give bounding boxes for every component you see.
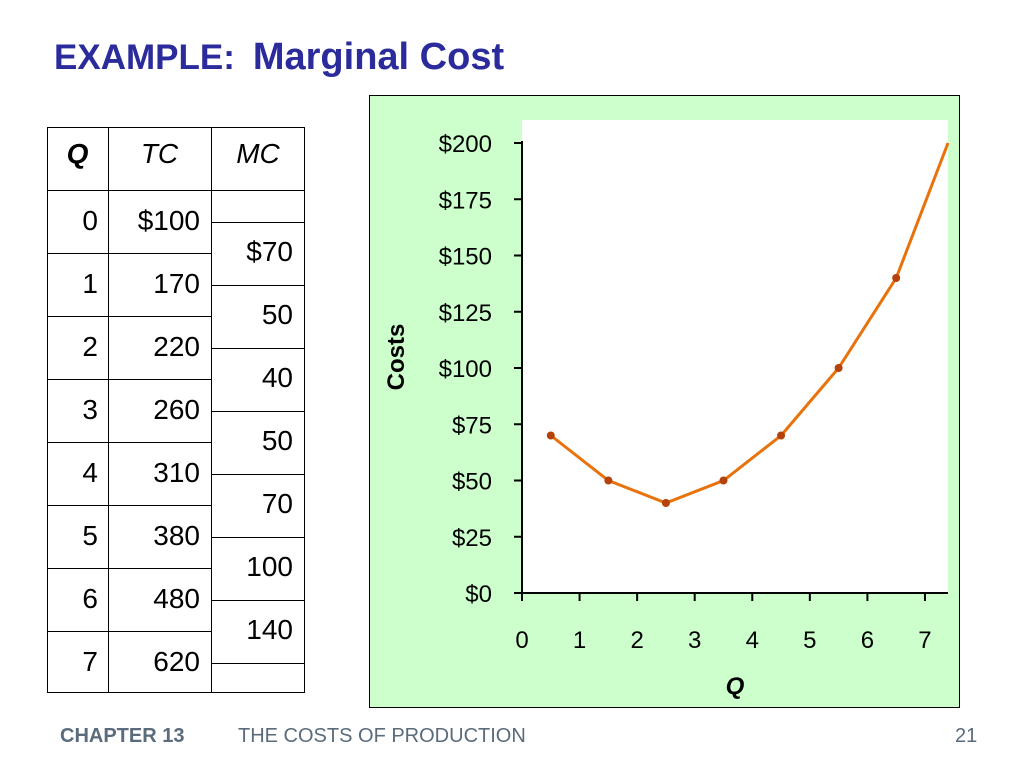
y-tick-label: $125 <box>439 300 492 327</box>
mc-cell: 50 <box>261 299 293 330</box>
q-cell: 4 <box>82 457 98 488</box>
row-divider <box>47 631 211 632</box>
q-cell: 3 <box>82 394 98 425</box>
mc-divider <box>211 348 305 349</box>
y-tick-label: $75 <box>452 412 492 439</box>
mc-divider <box>211 285 305 286</box>
header-tc: TC <box>140 138 179 169</box>
page-number: 21 <box>955 725 978 747</box>
cost-table: Q TC MC 0 1 2 3 4 5 6 7 $100 170 220 260… <box>47 127 305 693</box>
x-tick-label: 6 <box>861 627 874 654</box>
footer-chapter: CHAPTER 13 <box>60 725 185 747</box>
mc-data-point <box>777 431 786 440</box>
row-divider <box>47 316 211 317</box>
q-cell: 1 <box>82 268 98 299</box>
y-tick-label: $25 <box>452 525 492 552</box>
mc-divider <box>211 663 305 664</box>
mc-cell: 50 <box>261 425 293 456</box>
row-divider <box>47 379 211 380</box>
q-cell: 0 <box>82 205 98 236</box>
tc-cell: $100 <box>137 205 200 236</box>
q-cell: 6 <box>82 583 98 614</box>
tc-cell: 380 <box>153 520 200 551</box>
tc-cell: 620 <box>153 646 200 677</box>
mc-cell: 70 <box>261 488 293 519</box>
mc-data-point <box>661 499 670 507</box>
mc-data-point <box>834 364 843 372</box>
mc-divider <box>211 537 305 538</box>
column-divider <box>211 127 212 693</box>
y-tick-label: $150 <box>439 244 492 271</box>
x-tick-label: 1 <box>573 627 586 654</box>
table-border <box>47 127 305 693</box>
mc-divider <box>211 600 305 601</box>
footer-title: THE COSTS OF PRODUCTION <box>238 725 526 747</box>
mc-cell: 40 <box>261 362 293 393</box>
row-divider <box>47 568 211 569</box>
mc-cell: $70 <box>246 236 293 267</box>
title-main: Marginal Cost <box>252 36 505 78</box>
y-tick-label: $100 <box>439 356 492 383</box>
x-tick-label: 0 <box>515 627 528 654</box>
tc-cell: 260 <box>153 394 200 425</box>
q-cell: 5 <box>82 520 98 551</box>
y-axis-label: Costs <box>383 324 410 391</box>
x-tick-label: 2 <box>630 627 643 654</box>
mc-data-point <box>892 274 901 282</box>
mc-cell: 140 <box>246 614 293 645</box>
slide-title: EXAMPLE: Marginal Cost <box>54 36 504 79</box>
title-prefix: EXAMPLE: <box>54 38 235 77</box>
tc-cell: 220 <box>153 331 200 362</box>
x-axis-label: Q <box>726 673 745 700</box>
tc-cell: 480 <box>153 583 200 614</box>
y-tick-label: $0 <box>465 581 492 608</box>
mc-data-point <box>719 476 728 485</box>
row-divider <box>47 253 211 254</box>
q-cell: 7 <box>82 646 98 677</box>
x-tick-label: 4 <box>746 627 759 654</box>
y-tick-label: $175 <box>439 187 492 214</box>
mc-data-point <box>546 431 555 440</box>
x-tick-label: 5 <box>803 627 816 654</box>
mc-series-line <box>549 142 950 505</box>
header-q: Q <box>66 138 89 169</box>
mc-divider <box>211 190 305 191</box>
header-mc: MC <box>236 138 280 169</box>
x-tick-label: 7 <box>918 627 931 654</box>
mc-divider <box>211 474 305 475</box>
plot-area <box>522 120 948 593</box>
row-divider <box>47 442 211 443</box>
mc-data-point <box>604 476 613 485</box>
q-cell: 2 <box>82 331 98 362</box>
row-divider <box>47 505 211 506</box>
y-tick-label: $200 <box>439 131 492 158</box>
mc-cell: 100 <box>246 551 293 582</box>
mc-divider <box>211 222 305 223</box>
mc-divider <box>211 411 305 412</box>
x-tick-label: 3 <box>688 627 701 654</box>
row-divider <box>47 190 211 191</box>
y-tick-label: $50 <box>452 469 492 496</box>
tc-cell: 310 <box>153 457 200 488</box>
column-divider <box>108 127 109 693</box>
tc-cell: 170 <box>153 268 200 299</box>
